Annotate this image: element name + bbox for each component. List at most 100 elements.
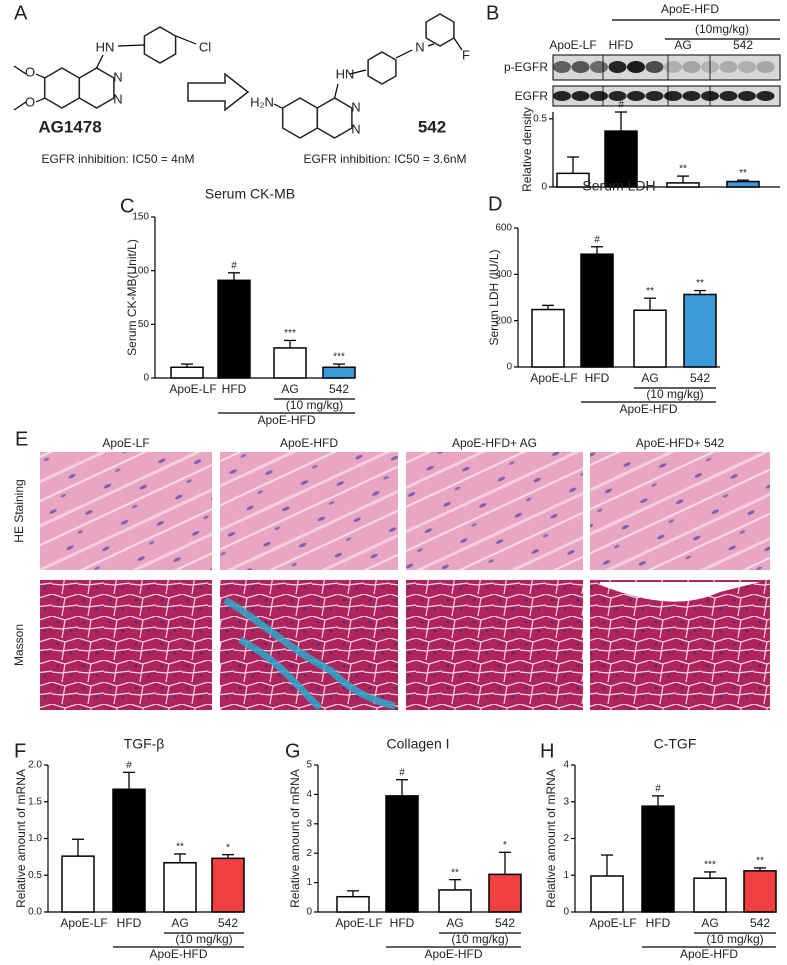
significance: ***	[333, 352, 345, 363]
bar	[531, 308, 565, 368]
atom: HN	[336, 66, 355, 81]
error-bar	[704, 871, 716, 879]
blot-band	[627, 91, 645, 101]
error-bar	[601, 854, 613, 876]
y-tick-label: 0	[306, 907, 312, 918]
y-tick-label: 2	[306, 848, 312, 859]
bar	[61, 855, 95, 913]
compound-activity: EGFR inhibition: IC50 = 3.6nM	[303, 152, 466, 166]
error-bar	[333, 363, 345, 368]
group-label: ApoE-HFD	[680, 947, 738, 961]
blot-label: p-EGFR	[504, 60, 548, 74]
error-bar	[174, 853, 186, 863]
x-tick-label: 542	[329, 382, 349, 396]
y-axis-label: Serum CK-MB(Unit/L)	[125, 239, 139, 356]
group-label: (10 mg/kg)	[706, 932, 763, 946]
error-bar	[591, 246, 603, 255]
panel-letter: B	[486, 2, 499, 24]
y-tick-label: 3	[306, 818, 312, 829]
ring	[367, 51, 397, 85]
group-label: (10 mg/kg)	[451, 932, 508, 946]
bond	[453, 37, 463, 51]
bond	[273, 103, 283, 109]
group-label: ApoE-HFD	[149, 947, 207, 961]
he-image	[406, 452, 583, 570]
blot-band	[571, 61, 590, 73]
column-label: ApoE-HFD+ 542	[636, 436, 725, 450]
significance: #	[594, 234, 600, 245]
x-tick-label: 542	[690, 371, 710, 385]
error-bar	[396, 779, 408, 796]
chart-title: C-TGF	[654, 736, 697, 752]
blot-band	[719, 91, 738, 101]
group-label: ApoE-HFD	[257, 413, 315, 427]
error-bar	[754, 867, 766, 871]
ring	[281, 97, 319, 139]
bar	[322, 366, 356, 379]
x-tick-label: HFD	[117, 916, 142, 930]
panel-a	[187, 72, 250, 112]
panel-letter: D	[488, 193, 502, 215]
bar	[590, 875, 624, 913]
x-tick-label: ApoE-LF	[549, 38, 596, 52]
x-tick-label: ApoE-LF	[335, 916, 382, 930]
bar	[641, 805, 675, 913]
bar	[633, 309, 667, 368]
row-label: Masson	[12, 624, 26, 666]
y-tick-label: 100	[132, 265, 149, 276]
compound-activity: EGFR inhibition: IC50 = 4nM	[41, 152, 194, 166]
blot-band	[553, 91, 571, 101]
blot-band	[645, 61, 664, 73]
x-tick-label: ApoE-LF	[60, 916, 107, 930]
bond	[35, 73, 46, 79]
error-bar	[644, 297, 656, 311]
blot-band	[738, 61, 756, 73]
y-tick-label: 0	[563, 907, 569, 918]
error-bar	[694, 289, 706, 295]
significance: #	[618, 100, 624, 111]
chart-title: Collagen I	[386, 736, 449, 752]
bond	[427, 43, 435, 47]
significance: **	[679, 164, 687, 175]
y-tick-label: 1	[306, 877, 312, 888]
bar	[693, 877, 727, 913]
blot-band	[590, 61, 608, 73]
blot-band	[756, 91, 775, 101]
error-bar	[284, 339, 296, 348]
y-tick-label: 1	[563, 870, 569, 881]
x-tick-label: HFD	[646, 916, 671, 930]
y-tick-label: 2.0	[28, 760, 42, 771]
masson-image	[40, 580, 212, 710]
y-tick-label: 150	[132, 212, 149, 223]
group-label: (10mg/kg)	[695, 22, 749, 36]
significance: #	[126, 760, 132, 771]
y-tick-label: 0	[506, 362, 512, 373]
error-bar	[615, 111, 627, 132]
blot-band	[608, 61, 627, 73]
x-tick-label: AG	[281, 382, 298, 396]
x-tick-label: 542	[218, 916, 238, 930]
bond	[334, 83, 339, 99]
significance: *	[503, 840, 507, 851]
group-label: ApoE-HFD	[619, 402, 677, 416]
blot-band	[682, 91, 701, 101]
chart-title: Serum LDH	[582, 178, 655, 194]
bond	[349, 69, 367, 75]
y-tick-label: 2	[563, 833, 569, 844]
y-axis-label: Relative density	[520, 107, 534, 192]
error-bar	[228, 272, 240, 281]
bar	[743, 870, 777, 913]
error-bar	[449, 879, 461, 890]
x-tick-label: HFD	[222, 382, 247, 396]
atom: N	[113, 69, 122, 84]
bar	[385, 795, 419, 913]
y-tick-label: 4	[563, 760, 569, 771]
blot-band	[553, 61, 571, 73]
ring	[143, 26, 177, 64]
fibrosis	[223, 596, 396, 711]
bar	[683, 293, 717, 368]
significance: **	[451, 867, 459, 878]
ring	[78, 67, 115, 109]
x-tick-label: 542	[733, 38, 753, 52]
